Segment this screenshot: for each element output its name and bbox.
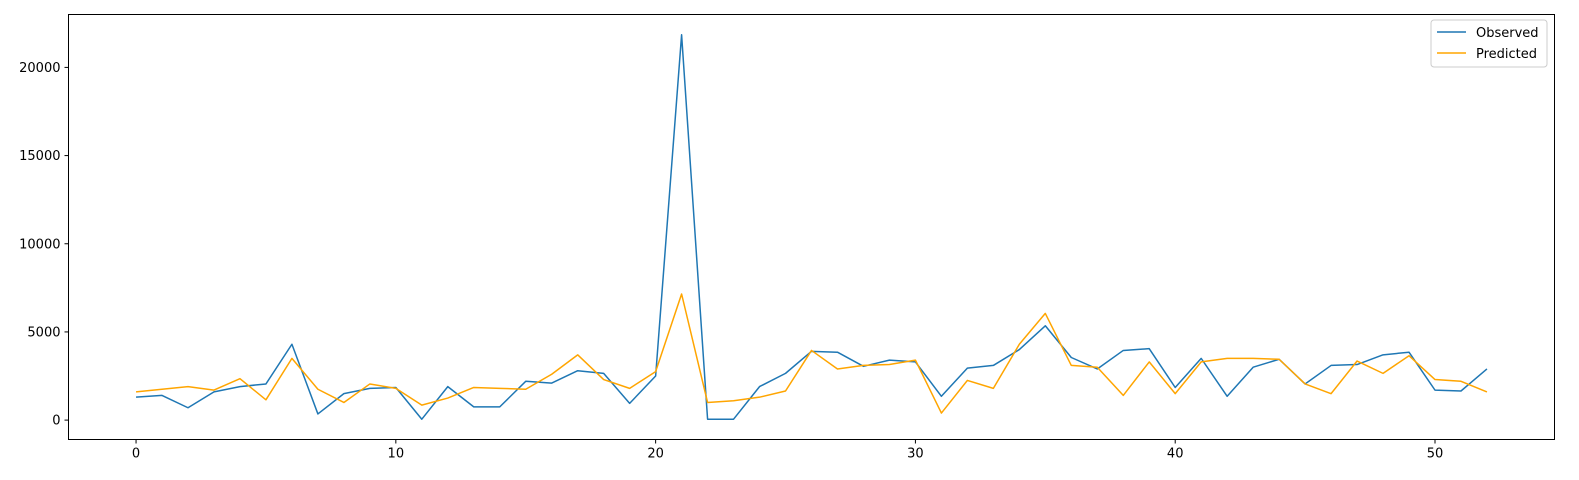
axis-ticks: 0 10 20 30 40 50 0 5000 10000 15000 20000 (19, 61, 1443, 462)
plot-frame (68, 14, 1555, 440)
y-tick-label: 15000 (19, 149, 60, 164)
series-lines (135, 34, 1488, 420)
series-line-observed (135, 34, 1488, 420)
legend-label-observed: Observed (1476, 26, 1539, 41)
x-tick-label: 40 (1167, 447, 1184, 462)
x-tick-label: 20 (647, 447, 664, 462)
y-tick-label: 5000 (27, 325, 60, 340)
legend: Observed Predicted (1430, 19, 1548, 68)
x-tick-label: 10 (388, 447, 405, 462)
series-line-predicted (135, 293, 1488, 414)
x-tick-label: 0 (132, 447, 140, 462)
y-tick-label: 10000 (19, 237, 60, 252)
y-tick-label: 0 (52, 414, 60, 429)
legend-label-predicted: Predicted (1476, 47, 1537, 62)
x-tick-label: 30 (907, 447, 924, 462)
x-tick-label: 50 (1427, 447, 1444, 462)
y-tick-label: 20000 (19, 61, 60, 76)
